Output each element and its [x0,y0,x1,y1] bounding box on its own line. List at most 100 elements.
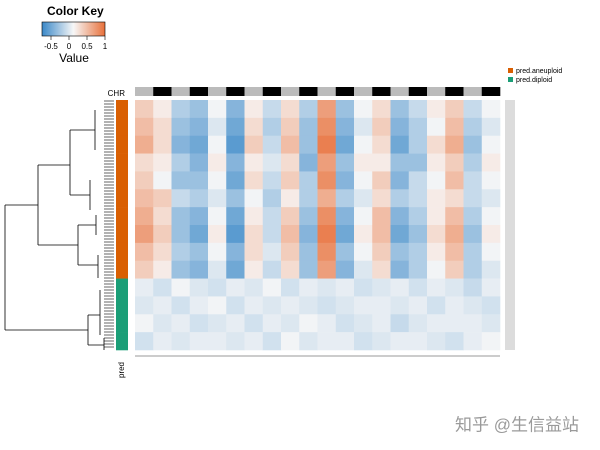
heatmap-cell [171,332,191,351]
heatmap-cell [445,314,464,333]
heatmap-cell [299,189,318,208]
heatmap-cell [390,135,410,154]
side-stripe [505,100,515,350]
heatmap-cell [372,117,391,137]
heatmap-cell [299,278,318,297]
heatmap-cell [244,189,264,208]
heatmap-cell [226,260,245,279]
heatmap-cell [317,278,337,297]
heatmap-cell [335,153,355,172]
heatmap-cell [171,314,191,333]
heatmap-cell [408,314,428,333]
heatmap-cell [445,100,464,119]
heatmap-cell [226,242,245,262]
heatmap-cell [317,225,337,244]
heatmap-cell [244,225,264,244]
heatmap-cell [317,296,337,315]
chr-segment [262,87,282,96]
heatmap-cell [153,332,172,351]
heatmap-cell [335,117,355,137]
heatmap-cell [189,153,209,172]
heatmap-cell [372,332,391,351]
heatmap-cell [372,153,391,172]
heatmap-cell [408,278,428,297]
row-annotation [116,314,128,333]
column-annotation-label: CHR [108,89,126,98]
row-annotation [116,296,128,315]
heatmap-cell [153,117,172,137]
heatmap-cell [463,242,483,262]
heatmap-cell [390,189,410,208]
heatmap-cell [372,278,391,297]
heatmap-cell [189,314,209,333]
heatmap-cell [481,135,501,154]
chr-segment [445,87,464,96]
heatmap-cell [354,171,373,190]
heatmap-cell [262,242,282,262]
heatmap-cell [463,100,483,119]
heatmap-cell [481,260,501,279]
color-key-tick-label: 1 [103,42,108,51]
row-annotation [116,278,128,297]
heatmap-cell [481,207,501,226]
heatmap-cell [354,117,373,137]
heatmap-cell [208,296,227,315]
heatmap-cell [226,332,245,351]
row-annotation-label: pred [117,362,126,378]
heatmap-cell [481,153,501,172]
heatmap-cell [189,207,209,226]
heatmap-cell [153,171,172,190]
heatmap-cell [354,260,373,279]
heatmap-cell [244,153,264,172]
heatmap-cell [445,242,464,262]
heatmap-cell [226,225,245,244]
chr-segment [299,87,318,96]
heatmap-cell [135,207,154,226]
heatmap-cell [171,153,191,172]
heatmap-cell [299,225,318,244]
heatmap-cell [390,260,410,279]
heatmap-cell [335,207,355,226]
heatmap-cell [226,117,245,137]
heatmap-cell [262,171,282,190]
heatmap-cell [189,296,209,315]
heatmap-cell [445,260,464,279]
heatmap-cell [135,332,154,351]
heatmap-cell [390,207,410,226]
heatmap-cell [427,242,446,262]
heatmap-cell [390,242,410,262]
heatmap-cell [372,189,391,208]
chr-segment [153,87,172,96]
heatmap-cell [317,207,337,226]
heatmap-cell [189,242,209,262]
heatmap-cell [135,189,154,208]
heatmap-cell [390,171,410,190]
heatmap-cell [244,314,264,333]
heatmap-cell [427,278,446,297]
heatmap-cell [299,296,318,315]
chr-segment [372,87,391,96]
heatmap-cell [445,153,464,172]
heatmap-cell [208,117,227,137]
heatmap-cell [208,153,227,172]
heatmap-cell [299,171,318,190]
heatmap-cell [281,117,300,137]
heatmap-cell [262,260,282,279]
heatmap-cell [281,135,300,154]
heatmap-cell [226,296,245,315]
watermark: 知乎 @生信益站 [455,415,579,434]
heatmap-cell [153,100,172,119]
heatmap-cell [390,100,410,119]
heatmap-cell [390,314,410,333]
heatmap-cell [153,225,172,244]
legend-swatch [508,68,513,73]
chr-segment [135,87,154,96]
heatmap-cell [335,225,355,244]
heatmap-cell [427,117,446,137]
heatmap-cell [171,100,191,119]
heatmap-cell [189,117,209,137]
heatmap-cell [463,117,483,137]
heatmap-cell [445,207,464,226]
heatmap-cell [445,296,464,315]
